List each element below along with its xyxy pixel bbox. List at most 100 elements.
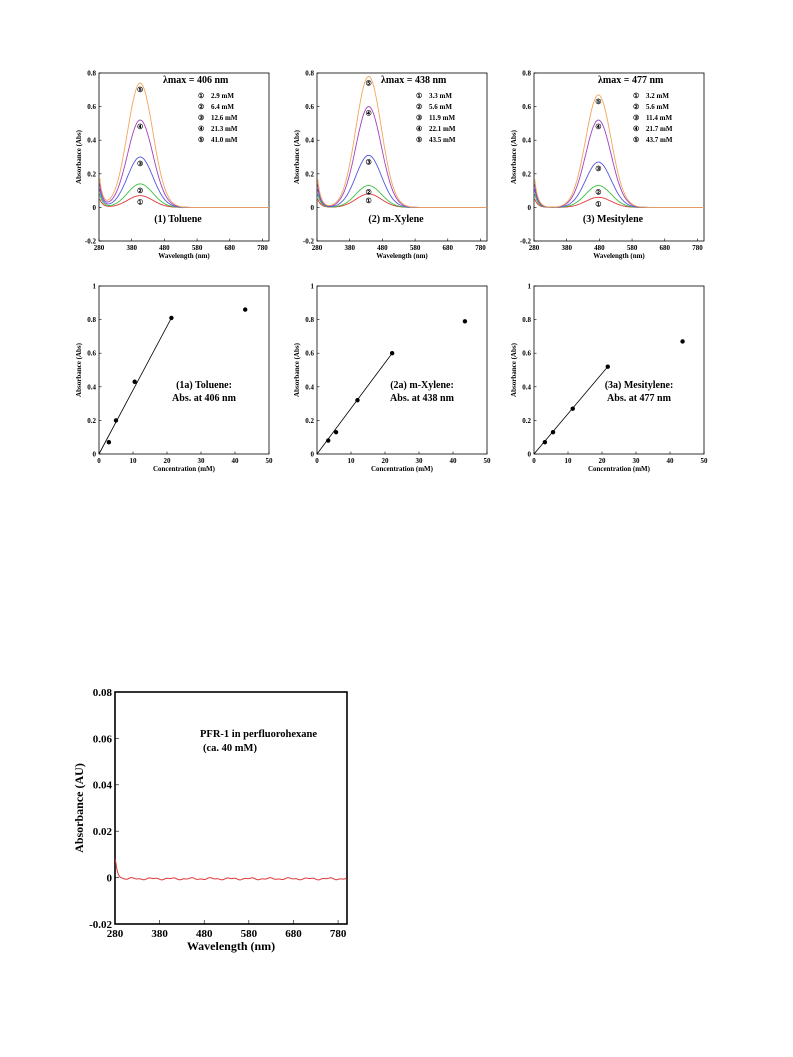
series-marker-label: ③ (366, 158, 372, 166)
lambda-max-label: λmax = 406 nm (163, 75, 229, 86)
x-tick-label: 680 (285, 928, 302, 940)
chart-subtitle: Abs. at 406 nm (172, 393, 237, 404)
legend-marker: ② (198, 103, 204, 111)
x-tick-label: 50 (701, 457, 709, 465)
chart-subtitle: Abs. at 438 nm (390, 393, 455, 404)
y-tick-label: 0.2 (305, 170, 314, 178)
x-tick-label: 280 (529, 244, 540, 252)
legend-label: 3.2 mM (646, 92, 669, 100)
y-tick-label: -0.2 (303, 237, 315, 245)
y-tick-label: 0.2 (522, 417, 531, 425)
x-tick-label: 40 (667, 457, 675, 465)
y-tick-label: 0.8 (87, 69, 96, 77)
data-point (132, 379, 137, 384)
y-tick-label: 0 (528, 204, 532, 212)
y-tick-label: 0.8 (305, 316, 314, 324)
data-point (389, 351, 395, 356)
x-tick-label: 380 (344, 244, 355, 252)
y-tick-label: 1 (528, 282, 532, 290)
y-axis-label: Absorbance (Abs) (293, 129, 301, 184)
plot-frame (316, 72, 488, 242)
x-tick-label: 280 (107, 928, 124, 940)
chart-subtitle: Abs. at 477 nm (607, 393, 672, 404)
x-axis-label: Wavelength (nm) (187, 939, 275, 953)
y-tick-label: 0.8 (522, 69, 531, 77)
chart-title: (2a) m-Xylene: (390, 380, 454, 391)
x-tick-label: 30 (633, 457, 641, 465)
y-tick-label: 0.4 (522, 383, 531, 391)
y-tick-label: 0.06 (93, 733, 113, 745)
y-tick-label: 0.4 (87, 383, 96, 391)
y-tick-label: -0.2 (85, 237, 97, 245)
chart-title: (3) Mesitylene (583, 214, 644, 225)
legend-label: 11.4 mM (646, 114, 672, 122)
x-tick-label: 380 (126, 244, 137, 252)
chart-title: (1) Toluene (154, 214, 202, 225)
legend-label: 2.9 mM (211, 92, 234, 100)
data-point (550, 429, 556, 435)
chart-subtitle: (ca. 40 mM) (203, 743, 257, 754)
calibration-chart-toluene: 0 10 20 30 40 50 0 0.2 0.4 0.6 0.8 1 Concentration (… (75, 282, 273, 473)
y-tick-label: 0.4 (522, 137, 531, 145)
data-point (680, 339, 685, 344)
spectrum-series-line (534, 185, 704, 208)
y-axis-label: Absorbance (Abs) (510, 342, 518, 397)
series-marker-label: ① (137, 199, 143, 207)
spectrum-series-line (99, 82, 269, 208)
legend-marker: ① (416, 92, 422, 100)
x-tick-label: 780 (692, 244, 703, 252)
data-point (333, 429, 339, 435)
x-tick-label: 580 (241, 928, 258, 940)
y-tick-label: 0.8 (305, 69, 314, 77)
spectra-chart-m-xylene: 280 380 480 580 680 780 -0.2 0 0.2 0.4 0.6 0.8 Wavel… (293, 69, 488, 260)
x-tick-label: 10 (130, 457, 138, 465)
spectrum-series-line (99, 183, 269, 208)
y-tick-label: 0 (93, 450, 97, 458)
plot-area: 0 10 20 30 40 50 0 0.2 0.4 0.6 0.8 1 Concentration (… (293, 282, 491, 473)
spectrum-series-line (317, 106, 487, 208)
x-tick-label: 20 (164, 457, 172, 465)
y-tick-label: 1 (93, 282, 97, 290)
y-axis-label: Absorbance (Abs) (75, 129, 83, 184)
x-tick-label: 20 (599, 457, 607, 465)
plot-frame (114, 691, 348, 925)
plot-frame (533, 285, 705, 455)
y-axis-label: Absorbance (Abs) (75, 342, 83, 397)
y-tick-label: 0.4 (305, 383, 314, 391)
y-tick-label: 0.6 (522, 350, 531, 358)
legend-label: 22.1 mM (429, 125, 456, 133)
legend-marker: ② (416, 103, 422, 111)
x-tick-label: 680 (660, 244, 671, 252)
y-tick-label: 0.2 (87, 170, 96, 178)
x-tick-label: 780 (330, 928, 347, 940)
legend-label: 3.3 mM (429, 92, 452, 100)
plot-frame (533, 72, 705, 242)
y-tick-label: 0.04 (93, 780, 113, 792)
y-tick-label: 0.2 (305, 417, 314, 425)
plot-area: 280 380 480 580 680 780 -0.2 0 0.2 0.4 0.6 0.8 Wavel… (75, 69, 270, 260)
x-tick-label: 40 (450, 457, 458, 465)
x-axis-label: Concentration (mM) (588, 465, 651, 473)
y-tick-label: 1 (311, 282, 315, 290)
y-tick-label: -0.2 (520, 237, 532, 245)
x-tick-label: 480 (159, 244, 170, 252)
y-tick-label: 0.6 (305, 103, 314, 111)
legend-marker: ① (198, 92, 204, 100)
y-tick-label: -0.02 (89, 919, 112, 931)
x-tick-label: 380 (561, 244, 572, 252)
x-tick-label: 280 (312, 244, 323, 252)
legend-marker: ⑤ (416, 136, 422, 144)
legend-label: 5.6 mM (429, 103, 452, 111)
plot-area: 280 380 480 580 680 780 -0.02 0 0.02 0.04 0.06 0.08… (72, 687, 348, 953)
fit-line (98, 317, 172, 455)
plot-frame (316, 285, 488, 455)
data-point (605, 364, 610, 369)
legend-marker: ① (633, 92, 639, 100)
legend-label: 21.3 mM (211, 125, 238, 133)
plot-area: 0 10 20 30 40 50 0 0.2 0.4 0.6 0.8 1 Concentration (… (510, 282, 708, 473)
y-axis-label: Absorbance (Abs) (293, 342, 301, 397)
calibration-chart-mesitylene: 0 10 20 30 40 50 0 0.2 0.4 0.6 0.8 1 Concentration (… (510, 282, 708, 473)
series-marker-label: ① (366, 197, 372, 205)
y-tick-label: 0.6 (522, 103, 531, 111)
y-tick-label: 0 (528, 450, 532, 458)
